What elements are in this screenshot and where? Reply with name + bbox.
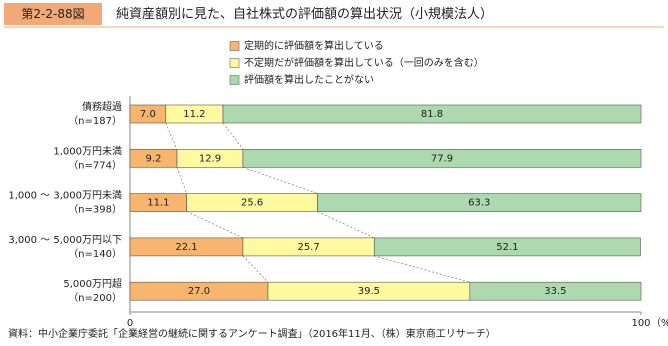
category-label: 1,000万円未満 bbox=[53, 145, 122, 157]
value-label: 77.9 bbox=[431, 153, 453, 164]
x-tick-label: 0 bbox=[127, 318, 133, 329]
value-label: 63.3 bbox=[468, 198, 490, 209]
value-label: 9.2 bbox=[146, 153, 162, 164]
bar-segment bbox=[469, 281, 642, 301]
legend-swatch bbox=[229, 41, 240, 51]
connector-line bbox=[176, 167, 188, 194]
connector-line bbox=[242, 255, 269, 283]
category-label: 1,000 ～ 3,000万円未満 bbox=[8, 190, 122, 202]
figure-label: 第2-2-88図 bbox=[21, 7, 84, 21]
legend-label: 定期的に評価額を算出している bbox=[244, 39, 384, 52]
bar-segment bbox=[317, 193, 642, 212]
legend-swatch bbox=[229, 58, 240, 68]
bar-segment bbox=[373, 237, 641, 257]
category-label: （n=398） bbox=[68, 204, 122, 216]
value-label: 27.0 bbox=[188, 286, 210, 297]
value-label: 11.2 bbox=[183, 109, 205, 120]
category-label: 5,000万円超 bbox=[63, 277, 122, 290]
category-label: （n=200） bbox=[68, 292, 122, 304]
connector-line bbox=[165, 122, 178, 150]
value-label: 25.6 bbox=[241, 198, 263, 209]
connector-line bbox=[374, 255, 470, 283]
value-label: 33.5 bbox=[544, 286, 566, 297]
value-label: 52.1 bbox=[496, 242, 518, 253]
value-label: 11.1 bbox=[147, 198, 169, 209]
connector-line bbox=[222, 122, 244, 150]
figure-badge bbox=[4, 3, 102, 25]
legend-label: 評価額を算出したことがない bbox=[244, 73, 374, 86]
value-label: 39.5 bbox=[358, 286, 380, 297]
connector-line bbox=[186, 211, 244, 239]
bar-segment bbox=[242, 149, 642, 168]
category-label: （n=774） bbox=[68, 159, 122, 171]
value-label: 22.1 bbox=[175, 242, 197, 253]
category-label: 3,000 ～ 5,000万円以下 bbox=[8, 235, 122, 246]
source-note: 資料：中小企業庁委託「企業経営の継続に関するアンケート調査」（2016年11月、… bbox=[8, 327, 496, 340]
chart-title: 純資産額別に見た、自社株式の評価額の算出状況（小規模法人） bbox=[116, 6, 493, 22]
connector-line bbox=[242, 166, 318, 194]
legend-label: 不定期だが評価額を算出している（一回のみを含む） bbox=[244, 56, 484, 69]
category-label: 債務超過 bbox=[82, 100, 122, 113]
x-unit-label: （%） bbox=[651, 317, 668, 329]
x-tick-label: 100 bbox=[631, 318, 650, 329]
legend-swatch bbox=[229, 75, 240, 85]
connector-line bbox=[317, 211, 375, 239]
category-label: （n=140） bbox=[68, 248, 122, 260]
value-label: 12.9 bbox=[199, 153, 221, 164]
bar-segment bbox=[222, 104, 642, 124]
value-label: 81.8 bbox=[421, 109, 443, 120]
category-label: （n=187） bbox=[68, 115, 122, 127]
value-label: 25.7 bbox=[297, 242, 319, 253]
value-label: 7.0 bbox=[140, 109, 156, 120]
